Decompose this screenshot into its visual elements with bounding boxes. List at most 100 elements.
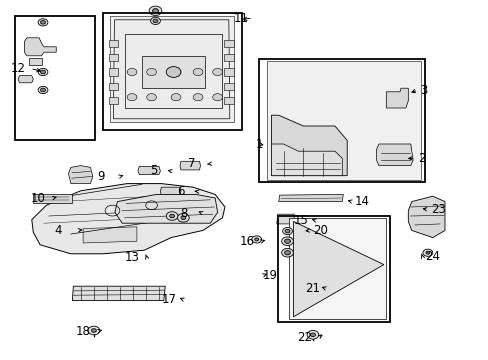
- Text: 2: 2: [417, 152, 425, 165]
- Polygon shape: [113, 20, 229, 119]
- Polygon shape: [224, 68, 233, 76]
- Polygon shape: [68, 166, 93, 184]
- Text: 15: 15: [293, 214, 307, 227]
- Text: 14: 14: [354, 195, 369, 208]
- Circle shape: [41, 88, 45, 92]
- Text: 19: 19: [263, 269, 278, 282]
- Circle shape: [38, 19, 48, 26]
- Polygon shape: [108, 54, 118, 61]
- Polygon shape: [110, 16, 233, 122]
- Circle shape: [41, 21, 45, 24]
- Circle shape: [193, 94, 203, 101]
- Text: 9: 9: [97, 170, 104, 183]
- Circle shape: [127, 68, 137, 76]
- Text: 4: 4: [55, 224, 62, 237]
- Circle shape: [166, 212, 178, 220]
- Polygon shape: [376, 144, 412, 166]
- Text: 24: 24: [425, 250, 440, 263]
- Text: 16: 16: [239, 235, 254, 248]
- Circle shape: [284, 251, 290, 255]
- Text: 11: 11: [233, 12, 248, 24]
- Circle shape: [166, 67, 181, 77]
- Circle shape: [212, 68, 222, 76]
- Text: 3: 3: [420, 84, 427, 96]
- Polygon shape: [293, 221, 383, 317]
- Circle shape: [150, 17, 160, 24]
- Circle shape: [171, 94, 181, 101]
- Polygon shape: [83, 227, 137, 243]
- Polygon shape: [108, 68, 118, 76]
- Circle shape: [153, 19, 158, 23]
- Polygon shape: [108, 40, 118, 47]
- Text: 7: 7: [187, 157, 195, 170]
- Polygon shape: [224, 54, 233, 61]
- Circle shape: [284, 239, 290, 243]
- Circle shape: [88, 326, 100, 335]
- Circle shape: [310, 333, 315, 337]
- Circle shape: [91, 329, 96, 332]
- Polygon shape: [407, 196, 444, 238]
- Circle shape: [285, 229, 289, 233]
- Circle shape: [422, 249, 432, 256]
- Polygon shape: [108, 83, 118, 90]
- Polygon shape: [72, 286, 165, 301]
- Polygon shape: [224, 97, 233, 104]
- Circle shape: [38, 86, 48, 94]
- Text: 23: 23: [430, 203, 445, 216]
- Circle shape: [306, 330, 318, 339]
- Circle shape: [41, 70, 45, 74]
- Circle shape: [169, 214, 174, 218]
- Polygon shape: [32, 184, 224, 254]
- Bar: [102, 13, 242, 130]
- Polygon shape: [18, 76, 33, 83]
- Text: 6: 6: [177, 185, 184, 198]
- Polygon shape: [160, 187, 181, 195]
- Bar: [259, 59, 425, 182]
- Polygon shape: [115, 194, 217, 223]
- Polygon shape: [180, 161, 200, 170]
- Text: 8: 8: [180, 207, 187, 220]
- Polygon shape: [224, 83, 233, 90]
- Circle shape: [171, 68, 181, 76]
- Circle shape: [149, 6, 162, 15]
- Polygon shape: [29, 58, 41, 65]
- Bar: [277, 216, 389, 322]
- Circle shape: [177, 213, 189, 222]
- Bar: [15, 16, 95, 140]
- Polygon shape: [138, 166, 160, 175]
- Circle shape: [38, 68, 48, 76]
- Text: 17: 17: [161, 293, 176, 306]
- Circle shape: [425, 251, 429, 254]
- Circle shape: [146, 68, 156, 76]
- Circle shape: [181, 216, 185, 220]
- Polygon shape: [33, 194, 72, 203]
- Polygon shape: [224, 40, 233, 47]
- Text: 21: 21: [305, 282, 320, 295]
- Circle shape: [146, 94, 156, 101]
- Circle shape: [193, 68, 203, 76]
- Text: 1: 1: [255, 138, 262, 150]
- Polygon shape: [278, 194, 343, 202]
- Text: 18: 18: [75, 325, 90, 338]
- Circle shape: [281, 237, 293, 246]
- Circle shape: [254, 238, 258, 241]
- Circle shape: [212, 94, 222, 101]
- Text: 13: 13: [124, 251, 139, 264]
- Circle shape: [152, 9, 158, 13]
- Polygon shape: [24, 38, 56, 56]
- Circle shape: [251, 236, 261, 243]
- Text: 20: 20: [312, 224, 327, 237]
- Polygon shape: [276, 214, 294, 224]
- Text: 10: 10: [31, 192, 45, 204]
- Polygon shape: [108, 97, 118, 104]
- Circle shape: [281, 248, 293, 257]
- Polygon shape: [142, 56, 205, 88]
- Circle shape: [127, 94, 137, 101]
- Polygon shape: [271, 115, 346, 176]
- Polygon shape: [288, 218, 386, 319]
- Text: 12: 12: [11, 62, 26, 75]
- Polygon shape: [386, 88, 407, 108]
- Polygon shape: [271, 144, 342, 176]
- Text: 22: 22: [296, 331, 311, 344]
- Circle shape: [282, 228, 292, 235]
